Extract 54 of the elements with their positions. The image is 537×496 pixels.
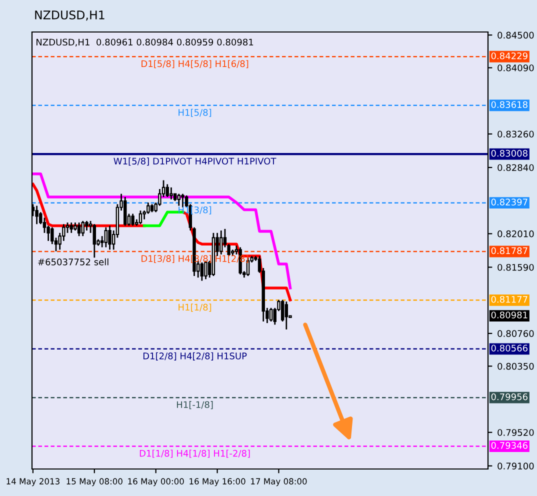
candlestick: [124, 196, 127, 226]
candlestick: [35, 205, 38, 225]
text: 0.84229: [491, 52, 528, 60]
candlestick: [81, 220, 84, 237]
ref-line-label: H1[5/8]: [178, 108, 212, 117]
x-tick-label: 14 May 2013: [6, 478, 60, 486]
candlestick: [166, 184, 169, 198]
candlestick: [220, 230, 223, 256]
candlestick: [284, 300, 288, 330]
x-tick-label: 16 May 16:00: [190, 478, 246, 486]
candlestick: [170, 186, 173, 200]
ref-line-label: D1[2/8] H4[2/8] H1SUP: [143, 352, 247, 360]
x-tick-label: 15 May 08:00: [66, 478, 122, 486]
text: 0.80981: [491, 312, 528, 318]
y-tick-label: 0.82840: [498, 164, 534, 172]
y-tick-label: 0.84500: [498, 32, 534, 39]
text: 0.79956: [491, 393, 528, 400]
annotation: #65037752 sell: [38, 258, 108, 266]
text: 0.82397: [491, 198, 528, 206]
ref-line-label: H1[1/8]: [178, 304, 212, 312]
text: 0.81177: [491, 296, 528, 303]
ref-line-label: D1[1/8] H4[1/8] H1[-2/8]: [140, 450, 250, 458]
text: 0.81787: [491, 247, 528, 254]
line-series: [32, 172, 292, 290]
candlestick: [131, 213, 134, 226]
ref-line-label: D1[5/8] H4[5/8] H1[6/8]: [142, 60, 248, 68]
y-tick-label: 0.82010: [498, 230, 534, 238]
ref-line-label: H1[-1/8]: [176, 401, 213, 410]
candlestick: [177, 193, 180, 206]
y-tick-label: 0.81590: [498, 264, 534, 271]
text: 0.80566: [491, 344, 528, 352]
candlestick: [200, 262, 204, 282]
candlestick: [138, 210, 142, 225]
candlestick: [92, 223, 96, 258]
chart-title: NZDUSD,H1: [35, 10, 104, 21]
y-tick-label: 0.80760: [498, 330, 534, 337]
text: NZDUSD,H1 0.80961 0.80984 0.80959 0.80981: [36, 38, 254, 46]
candlestick: [269, 307, 273, 322]
y-tick-label: 0.84090: [498, 64, 534, 72]
y-tick-label: 0.83260: [498, 130, 534, 138]
ref-line-label: W1[5/8] D1PIVOT H4PIVOT H1PIVOT: [114, 158, 276, 166]
x-tick-label: 16 May 00:00: [128, 478, 184, 486]
y-tick-label: 0.80350: [498, 362, 534, 370]
text: 0.83008: [491, 150, 528, 157]
text: 0.83618: [491, 101, 528, 108]
candlestick: [70, 222, 73, 234]
x-tick-label: 17 May 08:00: [251, 478, 307, 486]
y-tick-label: 0.79100: [498, 462, 534, 470]
candlestick: [108, 225, 112, 250]
text: 0.79346: [491, 442, 528, 449]
candlestick: [85, 220, 88, 232]
candlestick: [104, 226, 108, 248]
candlestick: [77, 222, 81, 237]
y-tick-label: 0.79520: [498, 429, 534, 436]
